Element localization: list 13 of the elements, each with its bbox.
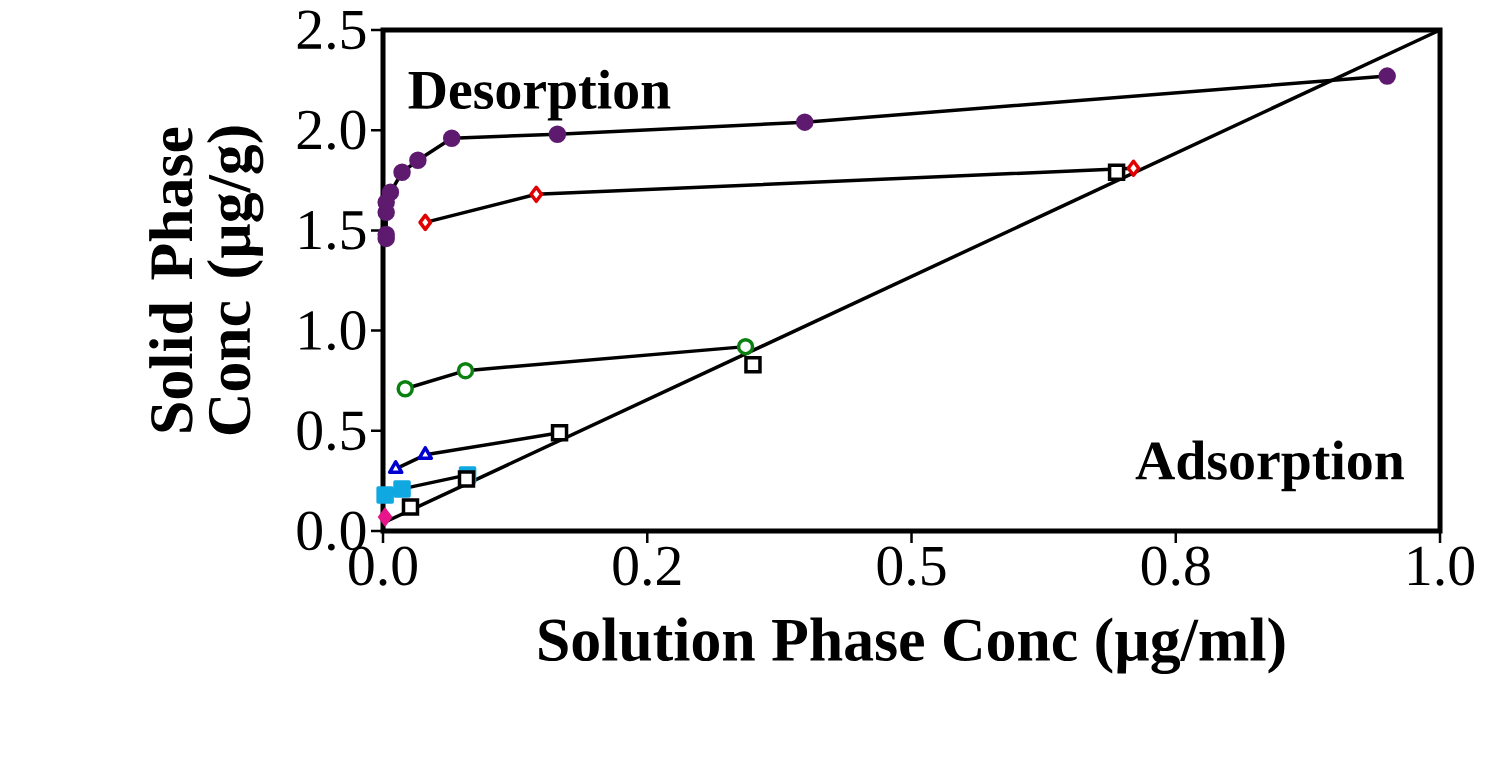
y-tick-label: 2.0 (297, 110, 366, 150)
y-axis-title: Solid Phase Conc (µg/g) (149, 126, 264, 435)
annotation: Adsorption (1135, 440, 1404, 492)
y-tick-label: 1.0 (300, 310, 366, 351)
y-tick-label: 2.5 (297, 10, 366, 50)
x-tick-label: 0.8 (1141, 546, 1210, 586)
x-axis-title: Solution Phase Conc (µg/ml) (539, 617, 1285, 675)
x-tick-label: 1.0 (1408, 546, 1474, 586)
x-tick-label: 0.2 (613, 546, 681, 586)
y-tick-label: 0.5 (297, 411, 366, 451)
y-tick-label: 1.5 (300, 210, 366, 250)
x-tick-label: 0.5 (877, 546, 946, 586)
annotation: Desorption (408, 69, 671, 121)
